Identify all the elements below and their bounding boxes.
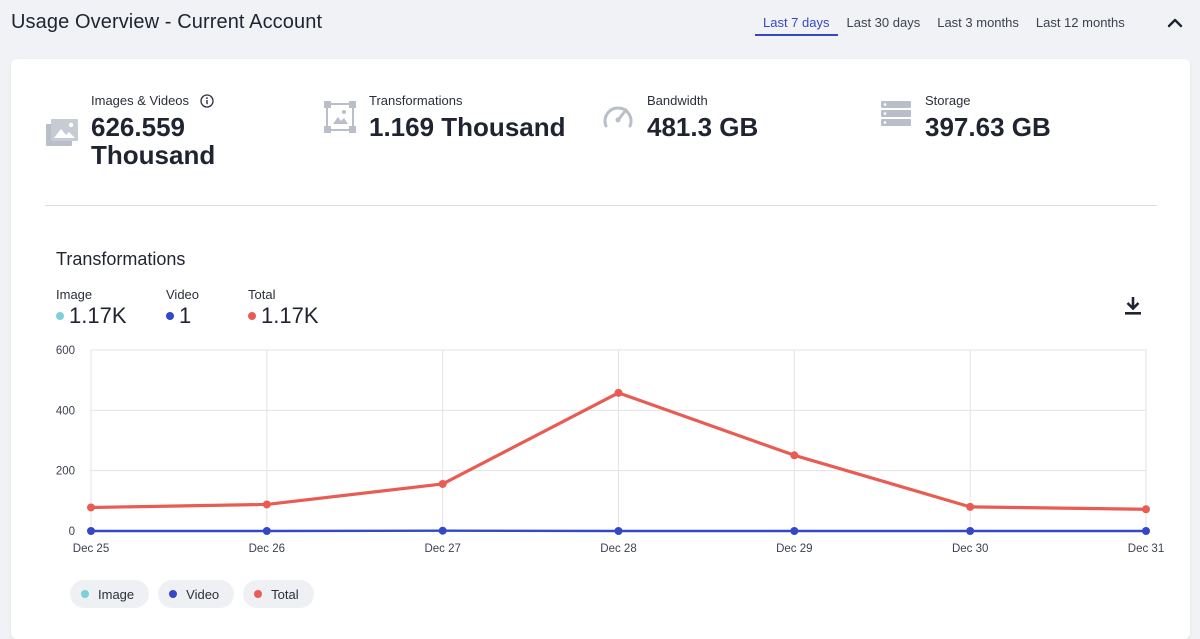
- tab-last-3-months[interactable]: Last 3 months: [937, 14, 1019, 36]
- speedometer-icon: [601, 99, 635, 133]
- summary-value: 1.17K: [261, 303, 319, 329]
- legend-item-image[interactable]: Image: [70, 580, 149, 608]
- y-tick-label: 200: [56, 466, 75, 478]
- divider: [45, 205, 1157, 206]
- summary-total: Total 1.17K: [248, 287, 319, 329]
- legend-item-total[interactable]: Total: [243, 580, 313, 608]
- chevron-up-icon[interactable]: [1166, 15, 1184, 31]
- image-series-dot: [56, 312, 64, 320]
- storage-icon: [879, 97, 913, 131]
- tab-last-30-days[interactable]: Last 30 days: [847, 14, 921, 36]
- video-data-point: [87, 527, 95, 535]
- legend-dot: [254, 590, 262, 598]
- transformations-line-chart: 0 200 400 600 Dec 25 Dec 26 Dec 27 Dec 28 Dec 29…: [11, 339, 1190, 575]
- total-data-point: [790, 451, 798, 459]
- total-data-point: [263, 500, 271, 508]
- tab-last-7-days[interactable]: Last 7 days: [755, 14, 838, 36]
- summary-value: 1.17K: [69, 303, 127, 329]
- download-icon[interactable]: [1123, 295, 1143, 317]
- x-tick-label: Dec 25: [73, 543, 109, 555]
- transform-icon: [323, 100, 357, 134]
- x-tick-label: Dec 28: [600, 543, 636, 555]
- summary-video: Video 1: [166, 287, 199, 329]
- total-data-point: [87, 503, 95, 511]
- time-range-tabs: Last 7 days Last 30 days Last 3 months L…: [755, 14, 1142, 36]
- video-data-point: [263, 527, 271, 535]
- legend-item-video[interactable]: Video: [158, 580, 234, 608]
- tab-last-12-months[interactable]: Last 12 months: [1036, 14, 1125, 36]
- chart-legend: Image Video Total: [70, 580, 323, 608]
- legend-dot: [169, 590, 177, 598]
- y-tick-label: 600: [56, 345, 75, 357]
- x-tick-label: Dec 31: [1128, 543, 1164, 555]
- legend-label: Total: [271, 587, 298, 602]
- stat-label: Transformations: [369, 93, 462, 108]
- x-tick-label: Dec 26: [249, 543, 285, 555]
- video-data-point: [790, 527, 798, 535]
- y-tick-label: 0: [69, 526, 75, 538]
- summary-label: Total: [248, 287, 319, 302]
- stat-label: Images & Videos: [91, 93, 189, 108]
- x-tick-label: Dec 30: [952, 543, 988, 555]
- image-gallery-icon: [45, 115, 79, 149]
- stat-value: 397.63 GB: [925, 113, 1051, 141]
- video-data-point: [966, 527, 974, 535]
- legend-dot: [81, 590, 89, 598]
- total-data-point: [1142, 505, 1150, 513]
- x-tick-label: Dec 27: [424, 543, 460, 555]
- stat-value: 1.169 Thousand: [369, 113, 566, 141]
- total-data-point: [966, 503, 974, 511]
- chart-title: Transformations: [56, 249, 185, 270]
- info-icon[interactable]: [200, 94, 214, 108]
- summary-label: Image: [56, 287, 127, 302]
- legend-label: Video: [186, 587, 219, 602]
- stat-label: Bandwidth: [647, 93, 708, 108]
- summary-label: Video: [166, 287, 199, 302]
- summary-image: Image 1.17K: [56, 287, 127, 329]
- total-data-point: [439, 480, 447, 488]
- summary-value: 1: [179, 303, 191, 329]
- video-data-point: [615, 527, 623, 535]
- total-series-dot: [248, 312, 256, 320]
- usage-card: Images & Videos 626.559 Thousand Transfo…: [11, 59, 1190, 639]
- video-data-point: [439, 527, 447, 535]
- legend-label: Image: [98, 587, 134, 602]
- page-title: Usage Overview - Current Account: [11, 11, 322, 34]
- stat-value: 626.559 Thousand: [91, 113, 251, 169]
- x-tick-label: Dec 29: [776, 543, 812, 555]
- video-data-point: [1142, 527, 1150, 535]
- page-header: Usage Overview - Current Account Last 7 …: [0, 0, 1200, 46]
- y-tick-label: 400: [56, 405, 75, 417]
- stat-value: 481.3 GB: [647, 113, 758, 141]
- video-series-dot: [166, 312, 174, 320]
- stat-label: Storage: [925, 93, 971, 108]
- total-data-point: [615, 389, 623, 397]
